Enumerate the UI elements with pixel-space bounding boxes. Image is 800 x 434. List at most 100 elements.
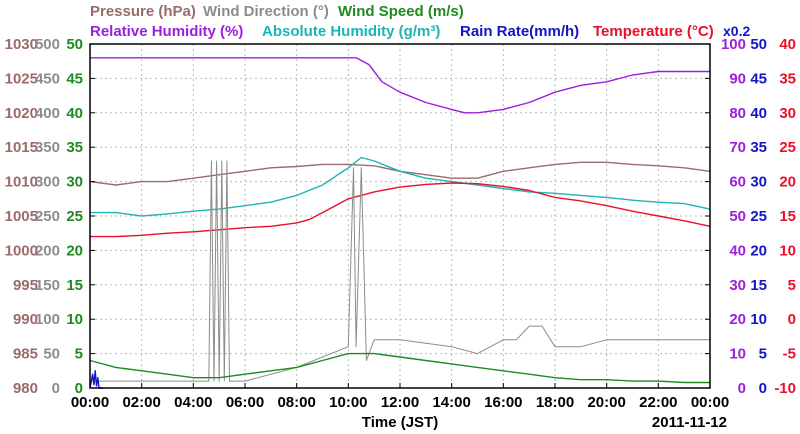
series-line <box>89 370 103 389</box>
y-tick-label: 90 <box>729 70 746 87</box>
y-tick-label: 35 <box>779 70 796 87</box>
y-tick-label: 400 <box>35 105 60 122</box>
y-tick-label: 70 <box>729 139 746 156</box>
y-tick-label: 45 <box>750 70 767 87</box>
y-tick-label: 100 <box>35 311 60 328</box>
legend-entry: Temperature (°C) <box>593 23 714 40</box>
series-line <box>90 160 710 382</box>
y-tick-label: 5 <box>75 346 83 363</box>
y-tick-label: 995 <box>13 277 38 294</box>
y-tick-label: 1020 <box>5 105 38 122</box>
y-tick-label: 10 <box>779 242 796 259</box>
y-tick-label: 25 <box>779 139 796 156</box>
y-tick-label: 0 <box>52 380 60 397</box>
y-tick-label: 30 <box>66 174 83 191</box>
y-tick-label: 15 <box>750 277 767 294</box>
y-tick-label: 1025 <box>5 70 38 87</box>
y-tick-label: 25 <box>750 208 767 225</box>
y-tick-label: 450 <box>35 70 60 87</box>
legend-entry: Wind Direction (°) <box>203 3 329 20</box>
x-tick-label: 10:00 <box>329 394 367 411</box>
y-tick-label: 300 <box>35 174 60 191</box>
y-tick-label: 20 <box>66 242 83 259</box>
y-tick-label: 10 <box>750 311 767 328</box>
y-tick-label: 0 <box>788 311 796 328</box>
y-tick-label: 990 <box>13 311 38 328</box>
y-tick-label: 30 <box>779 105 796 122</box>
y-tick-label: 0 <box>759 380 767 397</box>
legend-entry: Relative Humidity (%) <box>90 23 243 40</box>
left-axes: 9809859909951000100510101015102010251030… <box>5 36 95 397</box>
y-tick-label: 20 <box>729 311 746 328</box>
y-tick-label: 25 <box>66 208 83 225</box>
y-tick-label: 1030 <box>5 36 38 53</box>
x-tick-label: 12:00 <box>381 394 419 411</box>
y-tick-label: 35 <box>66 139 83 156</box>
y-tick-label: -10 <box>774 380 796 397</box>
y-tick-label: 10 <box>66 311 83 328</box>
series-line <box>90 156 711 217</box>
y-tick-label: 15 <box>66 277 83 294</box>
y-tick-label: 20 <box>779 174 796 191</box>
y-tick-label: 40 <box>66 105 83 122</box>
y-tick-label: -5 <box>783 346 796 363</box>
right-axes: 0102030405060708090100051015202530354045… <box>705 36 796 397</box>
date-label: 2011-11-12 <box>652 414 727 431</box>
y-tick-label: 1015 <box>5 139 38 156</box>
legend-entry: Wind Speed (m/s) <box>338 3 464 20</box>
y-tick-label: 45 <box>66 70 83 87</box>
x-tick-label: 02:00 <box>122 394 160 411</box>
x-tick-label: 00:00 <box>691 394 729 411</box>
legend: Pressure (hPa) Wind Direction (°) Wind Spe… <box>90 3 750 40</box>
y-tick-label: 30 <box>729 277 746 294</box>
series-line <box>90 57 710 114</box>
x-tick-label: 06:00 <box>226 394 264 411</box>
y-tick-label: 40 <box>750 105 767 122</box>
series-layer <box>89 57 711 389</box>
y-tick-label: 40 <box>729 242 746 259</box>
y-tick-label: 60 <box>729 174 746 191</box>
x-tick-label: 00:00 <box>71 394 109 411</box>
y-tick-label: 5 <box>759 346 767 363</box>
y-tick-label: 50 <box>750 36 767 53</box>
series-line <box>90 182 711 238</box>
y-tick-label: 350 <box>35 139 60 156</box>
x-tick-label: 14:00 <box>432 394 470 411</box>
y-tick-label: 1010 <box>5 174 38 191</box>
x-tick-label: 08:00 <box>277 394 315 411</box>
y-tick-label: 0 <box>738 380 746 397</box>
x-tick-label: 16:00 <box>484 394 522 411</box>
y-tick-label: 40 <box>779 36 796 53</box>
legend-entry: Rain Rate(mm/h) <box>460 23 579 40</box>
y-tick-label: 10 <box>729 346 746 363</box>
x-tick-label: 22:00 <box>639 394 677 411</box>
y-tick-label: 100 <box>721 36 746 53</box>
legend-entry: Pressure (hPa) <box>90 3 196 20</box>
plot-frame <box>89 43 711 389</box>
y-tick-label: 200 <box>35 242 60 259</box>
y-tick-label: 50 <box>66 36 83 53</box>
y-tick-label: 980 <box>13 380 38 397</box>
x-tick-label: 04:00 <box>174 394 212 411</box>
legend-entry: Absolute Humidity (g/m³) <box>262 23 440 40</box>
grid <box>90 44 710 388</box>
rain-scale-note: x0.2 <box>723 23 750 39</box>
x-tick-label: 18:00 <box>536 394 574 411</box>
series-line <box>89 352 710 384</box>
y-tick-label: 50 <box>43 346 60 363</box>
y-tick-label: 500 <box>35 36 60 53</box>
y-tick-label: 150 <box>35 277 60 294</box>
y-tick-label: 1005 <box>5 208 38 225</box>
y-tick-label: 35 <box>750 139 767 156</box>
y-tick-label: 250 <box>35 208 60 225</box>
y-tick-label: 0 <box>75 380 83 397</box>
y-tick-label: 5 <box>788 277 796 294</box>
y-tick-label: 20 <box>750 242 767 259</box>
x-axis-title: Time (JST) <box>362 414 438 431</box>
y-tick-label: 1000 <box>5 242 38 259</box>
x-axis: 00:00 02:00 04:00 06:00 08:00 10:00 12:00 14:00… <box>71 383 729 411</box>
y-tick-label: 50 <box>729 208 746 225</box>
y-tick-label: 985 <box>13 346 38 363</box>
y-tick-label: 15 <box>779 208 796 225</box>
